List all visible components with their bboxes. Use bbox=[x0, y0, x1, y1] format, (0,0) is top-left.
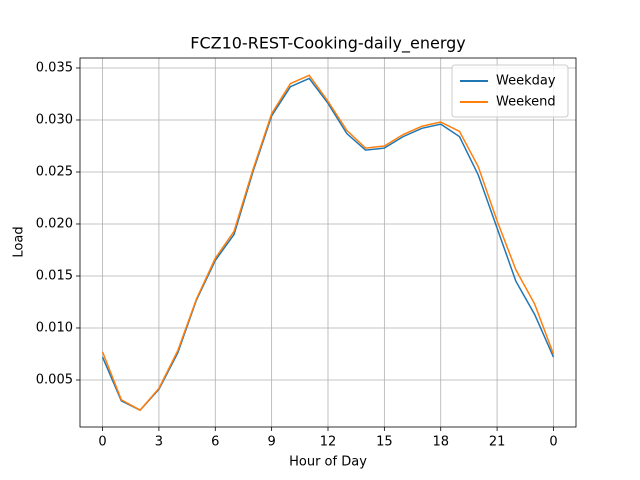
line-series bbox=[101, 74, 555, 412]
y-tick-label: 0.010 bbox=[36, 320, 73, 335]
x-tick-label: 0 bbox=[549, 435, 557, 450]
line-series bbox=[101, 77, 555, 412]
y-tick-label: 0.025 bbox=[36, 164, 73, 179]
x-tick-label: 9 bbox=[267, 435, 275, 450]
x-tick-label: 18 bbox=[432, 435, 449, 450]
x-axis-label: Hour of Day bbox=[289, 455, 367, 470]
x-tick-label: 3 bbox=[155, 435, 163, 450]
x-tick-label: 15 bbox=[376, 435, 393, 450]
x-tick-label: 0 bbox=[98, 435, 106, 450]
legend-label: Weekday bbox=[496, 74, 556, 89]
legend-label: Weekend bbox=[496, 95, 556, 110]
y-tick-label: 0.035 bbox=[36, 60, 73, 75]
y-tick-label: 0.030 bbox=[36, 112, 73, 127]
legend-box bbox=[451, 64, 569, 118]
y-tick-label: 0.020 bbox=[36, 216, 73, 231]
y-tick-label: 0.005 bbox=[36, 372, 73, 387]
x-tick-label: 6 bbox=[211, 435, 219, 450]
y-tick-label: 0.015 bbox=[36, 268, 73, 283]
x-tick-label: 12 bbox=[320, 435, 337, 450]
plot-frame bbox=[79, 57, 577, 428]
chart-title: FCZ10-REST-Cooking-daily_energy bbox=[190, 34, 466, 54]
y-axis-label: Load bbox=[12, 226, 27, 257]
x-tick-label: 21 bbox=[489, 435, 506, 450]
